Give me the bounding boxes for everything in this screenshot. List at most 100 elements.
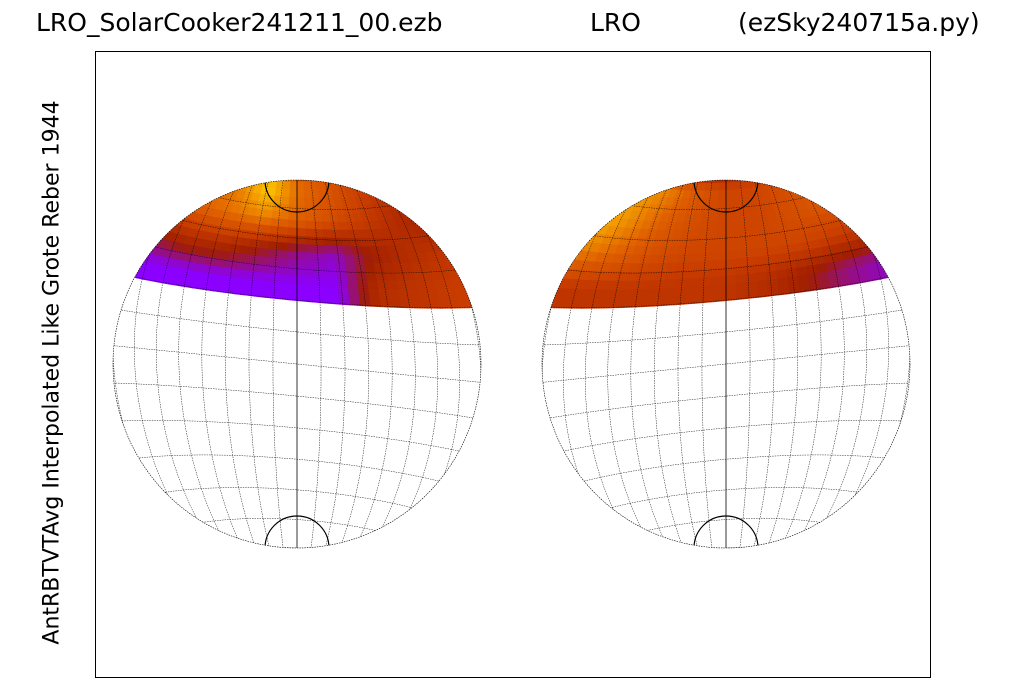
heat-cell [464,196,478,210]
heat-cell [260,165,268,173]
heat-cell [611,198,624,210]
heat-cell [332,237,344,247]
heat-cell [417,193,431,205]
heat-cell [281,196,290,206]
heat-cell [631,146,643,155]
heat-cell [113,180,123,192]
heat-cell [791,139,802,147]
heat-cell [661,156,671,164]
heat-cell [333,160,342,168]
heat-cell [225,132,236,139]
heat-cell [132,182,146,194]
heat-cell [195,189,209,199]
heat-cell [254,208,266,218]
heat-cell [859,181,873,193]
heat-cell [308,162,315,169]
heat-cell [151,191,165,203]
heat-cell [737,167,744,175]
heat-cell [241,229,253,240]
heat-cell [410,180,424,186]
heat-cell [817,180,831,181]
heat-cell [296,292,308,303]
heat-cell [880,211,894,223]
heat-cell [715,275,727,286]
heat-cell [565,238,579,251]
heat-cell [760,223,772,233]
heat-cell [388,182,402,193]
heat-cell [263,180,273,182]
hemisphere-right [511,121,962,549]
heat-cell [321,221,333,231]
heat-cell [228,134,239,141]
heat-cell [388,289,401,300]
heat-cell [148,227,162,239]
heat-cell [673,287,686,297]
meridian-line [113,180,298,548]
heat-cell [732,168,739,176]
heat-cell [849,156,861,165]
heat-cell [214,185,226,196]
heat-cell [716,155,722,162]
heat-cell [909,230,910,243]
heat-cell [378,167,389,176]
heat-cell [137,149,149,159]
heat-cell [209,143,220,151]
heat-cell [844,196,858,208]
heat-cell [146,198,160,210]
heat-cell [725,282,737,293]
heat-cell [261,151,269,159]
heat-cell [286,258,298,269]
heat-cell [705,180,715,184]
heat-cell [678,245,690,255]
heat-cell [331,168,340,176]
heat-cell [791,156,802,164]
heat-cell [348,296,361,307]
heat-cell [286,250,298,261]
heat-cell [377,147,389,156]
heat-cell [542,215,545,230]
heat-cell [150,181,164,193]
heat-cell [709,162,716,169]
heat-cell [503,258,515,271]
heat-cell [296,259,308,270]
heat-cell [802,169,813,178]
heat-cell [145,156,157,166]
heat-cell [121,208,136,221]
meridian-line [542,180,727,548]
heat-cell [757,158,765,166]
heat-cell [592,182,606,195]
heat-cell [128,230,142,242]
heat-cell [176,165,188,174]
heat-cell [769,170,778,178]
heat-cell [550,235,565,248]
heat-cell [647,263,659,273]
heat-cell [700,154,707,161]
heat-cell [446,227,460,240]
heat-cell [214,125,226,132]
meridian-line [725,180,910,548]
heat-cell [127,257,140,270]
parallel-line [252,601,342,622]
heat-cell [643,129,655,137]
heat-cell [542,218,551,232]
heat-cell [121,246,134,259]
heat-cell [165,147,177,156]
heat-cell [492,236,504,249]
heat-cell [600,150,612,160]
heat-cell [776,269,788,280]
heat-cell [347,149,357,157]
heat-cell [563,227,577,240]
heat-cell [848,129,860,137]
parallel-line [208,575,386,612]
heat-cell [526,274,538,286]
heat-cell [439,229,453,241]
heat-cell [827,121,839,128]
heat-cell [798,136,809,143]
heat-cell [256,143,264,150]
heat-cell [667,180,679,183]
heat-cell [950,223,962,236]
heat-cell [655,164,665,173]
heat-cell [511,271,523,283]
heat-cell [834,182,848,193]
heat-cell [73,217,85,230]
